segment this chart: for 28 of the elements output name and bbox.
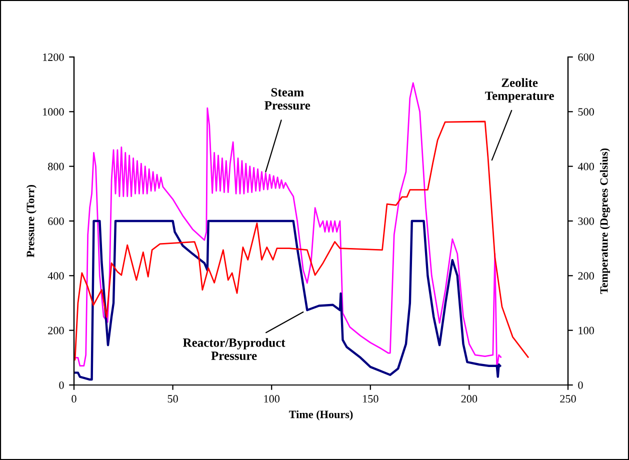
y-tick-label: 600	[48, 217, 64, 225]
x-tick-label: 150	[363, 395, 378, 403]
x-tick-label: 0	[72, 395, 76, 403]
y2-tick-label: 500	[578, 108, 594, 116]
x-tick-label: 250	[560, 395, 576, 403]
line-series	[74, 220, 502, 381]
y-tick-label: 0	[59, 381, 64, 389]
x-tick-label: 50	[168, 395, 178, 403]
y2-axis-title: Temperature (Degrees Celsius)	[600, 148, 610, 294]
annotation: Zeolite Temperature	[485, 78, 554, 103]
y2-tick-label: 0	[578, 381, 583, 389]
y2-tick-label: 600	[578, 53, 594, 61]
annotation: Reactor/Byproduct Pressure	[183, 338, 286, 360]
x-tick-label: 200	[461, 395, 478, 403]
y-tick-label: 800	[48, 162, 64, 170]
y-tick-label: 1000	[43, 108, 64, 116]
y2-tick-label: 100	[578, 326, 594, 334]
y-axis-title: Pressure (Torr)	[26, 185, 36, 258]
y2-tick-label: 400	[578, 162, 594, 170]
y2-tick-label: 200	[578, 272, 594, 280]
line-series	[74, 120, 529, 361]
y2-tick-label: 300	[578, 217, 594, 225]
annotation: Steam Pressure	[264, 88, 310, 110]
y-tick-label: 400	[48, 272, 64, 280]
x-axis-title: Time (Hours)	[289, 410, 353, 420]
y-tick-label: 1200	[43, 53, 64, 61]
y-tick-label: 200	[48, 326, 64, 334]
x-tick-label: 100	[264, 395, 280, 403]
